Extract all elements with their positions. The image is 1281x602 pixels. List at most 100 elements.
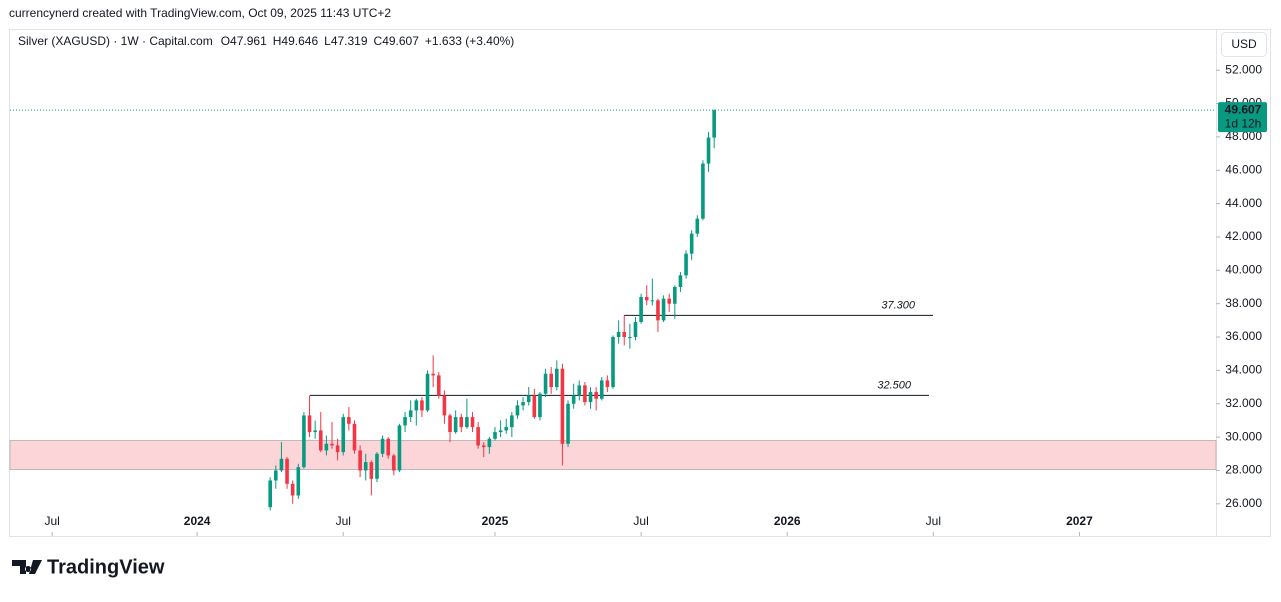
x-tick-label: 2026 — [774, 514, 801, 528]
candle-body — [611, 337, 615, 388]
candle-body — [285, 458, 289, 484]
candle-body — [493, 432, 497, 439]
candle-body — [352, 423, 357, 451]
y-tick-label: 32.000 — [1225, 396, 1262, 410]
candle-body — [577, 385, 582, 396]
candle-body — [425, 373, 430, 411]
x-tick-label: Jul — [336, 514, 351, 528]
candle-body — [324, 443, 329, 451]
candle-body — [656, 300, 660, 321]
y-tick-label: 48.000 — [1225, 129, 1262, 143]
candle-body — [453, 417, 458, 433]
candle-body — [274, 470, 278, 481]
candle-body — [408, 410, 413, 418]
candle-body — [667, 298, 671, 304]
candle-body — [392, 455, 396, 471]
candle-body — [594, 392, 598, 399]
y-tick-label: 30.000 — [1225, 429, 1262, 443]
currency[interactable]: USD — [1231, 37, 1257, 51]
level-label: 37.300 — [881, 299, 916, 311]
logo-text: TradingView — [47, 556, 165, 578]
logo: TradingView — [12, 556, 165, 578]
ohlc-label: L — [324, 34, 331, 48]
y-tick-label: 40.000 — [1225, 262, 1262, 276]
candle-body — [318, 430, 323, 451]
candle-body — [465, 417, 469, 428]
y-tick-label: 34.000 — [1225, 363, 1262, 377]
candle-body — [347, 417, 351, 424]
candle-body — [532, 395, 537, 418]
candle-body — [459, 417, 464, 428]
y-tick-label: 28.000 — [1225, 463, 1262, 477]
candle-body — [684, 253, 688, 276]
price-label-box — [1218, 102, 1267, 133]
ohlc-label: H — [273, 34, 282, 48]
candle-body — [701, 163, 705, 219]
candle-body — [650, 300, 655, 302]
x-tick-label: Jul — [44, 514, 59, 528]
candle-body — [605, 380, 610, 388]
candle-body — [504, 427, 509, 431]
countdown: 1d 12h — [1225, 116, 1262, 130]
candle-body — [628, 337, 632, 339]
price-label: 49.607 — [1225, 102, 1262, 116]
candle-body — [481, 445, 486, 448]
candle-body — [476, 427, 480, 446]
candle-body — [358, 450, 362, 471]
logo-mark — [12, 560, 42, 574]
x-tick-label: 2024 — [184, 514, 211, 528]
level-label: 32.500 — [877, 379, 912, 391]
candle-body — [571, 395, 576, 404]
candle-body — [448, 415, 452, 433]
candle-body — [431, 373, 435, 376]
candle-body — [689, 233, 694, 254]
candle-body — [526, 395, 531, 403]
candle-body — [420, 400, 424, 411]
candle-body — [566, 403, 570, 444]
candle-body — [712, 110, 716, 138]
candle-body — [639, 297, 643, 323]
ohlc-label: O — [221, 34, 230, 48]
candle-body — [644, 297, 649, 301]
y-tick-label: 52.000 — [1225, 62, 1262, 76]
x-tick-label: 2027 — [1066, 514, 1093, 528]
candle-body — [268, 480, 272, 508]
chart-frame — [9, 29, 1271, 537]
candle-body — [695, 218, 700, 234]
candle-body — [330, 443, 334, 446]
candle-body — [369, 462, 374, 479]
y-tick-label: 26.000 — [1225, 496, 1262, 510]
y-tick-label: 44.000 — [1225, 196, 1262, 210]
x-tick-label: Jul — [926, 514, 941, 528]
candle-body — [599, 380, 604, 399]
ohlc-value: 49.607 — [382, 34, 419, 48]
y-tick-label: 38.000 — [1225, 296, 1262, 310]
zone — [9, 440, 1217, 470]
candle-body — [341, 417, 346, 453]
candle-body — [290, 483, 295, 496]
candle-body — [380, 438, 385, 454]
candle-body — [678, 275, 683, 288]
x-tick-label: 2025 — [482, 514, 509, 528]
candle-body — [706, 137, 711, 164]
candle-body — [538, 393, 542, 418]
candle-body — [555, 368, 559, 388]
candle-body — [363, 462, 368, 471]
ohlc-label: C — [374, 34, 383, 48]
candle-body — [397, 425, 402, 471]
currency-button[interactable] — [1221, 32, 1267, 57]
candle-body — [588, 392, 593, 403]
candle-body — [521, 402, 525, 406]
candle-body — [673, 287, 677, 304]
candle-body — [549, 373, 553, 388]
candle-body — [403, 417, 407, 426]
candle-body — [498, 430, 503, 433]
chart-title: Silver (XAGUSD) · 1W · Capital.com — [18, 34, 213, 48]
candle-body — [616, 332, 621, 338]
candle-body — [510, 415, 514, 428]
y-tick-label: 46.000 — [1225, 162, 1262, 176]
candle-body — [436, 375, 441, 396]
candle-body — [442, 395, 447, 416]
candle-body — [543, 373, 548, 394]
